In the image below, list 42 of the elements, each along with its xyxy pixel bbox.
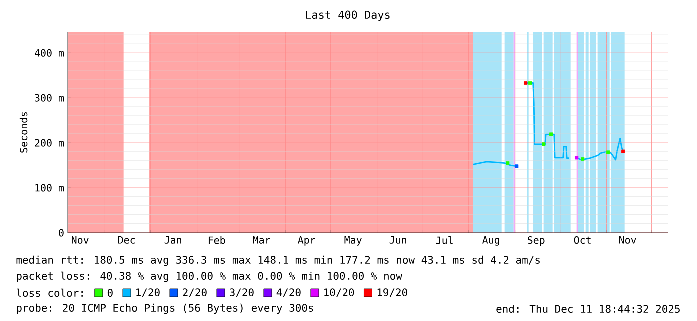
y-tick-label: 200 m — [35, 139, 64, 147]
text: probe: 20 ICMP Echo Pings (56 Bytes) every 300s — [17, 304, 314, 314]
point — [506, 162, 510, 166]
x-tick-label: Oct — [574, 236, 591, 244]
point — [528, 81, 532, 86]
x-tick-label: Jul — [436, 236, 453, 244]
point — [622, 150, 626, 154]
text: median rtt: 180.5 ms avg 336.3 ms max 148.1 ms min 177.2 ms now 43.1 ms sd 4.2 am/s — [16, 256, 540, 266]
y-tick-label: 400 m — [34, 49, 64, 57]
legend-label: 4/20 — [276, 288, 301, 298]
legend-label: 2/20 — [183, 288, 207, 298]
point — [524, 81, 528, 86]
point — [575, 156, 579, 160]
y-axis-title: Seconds — [20, 112, 28, 153]
x-tick-label: Nov — [620, 236, 636, 244]
x-tick-label: Mar — [253, 236, 270, 244]
x-tick-label: Nov — [72, 236, 89, 244]
y-tick-label: 100 m — [36, 184, 64, 192]
y-tick-label: 300 m — [35, 94, 64, 102]
x-tick-label: Sep — [528, 236, 545, 246]
legend-label: 0 — [108, 289, 113, 297]
x-tick-label: Dec — [118, 236, 136, 244]
point — [606, 150, 610, 154]
legend-label: 1/20 — [136, 288, 160, 298]
x-tick-label: Apr — [298, 236, 316, 246]
legend-label: 19/20 — [378, 288, 408, 298]
text: packet loss: 40.38 % avg 100.00 % max 0.00 % min 100.00 % now — [17, 272, 402, 282]
point — [515, 164, 519, 168]
point — [542, 142, 546, 146]
point — [550, 132, 554, 136]
y-tick-label: 0 — [59, 229, 64, 237]
x-tick-label: May — [344, 236, 362, 246]
text: loss color: — [17, 288, 83, 298]
legend-label: 10/20 — [324, 288, 354, 298]
x-tick-label: Feb — [208, 236, 226, 244]
text: end: Thu Dec 11 18:44:32 2025 — [496, 304, 680, 314]
point — [581, 157, 585, 162]
legend-label: 3/20 — [230, 288, 254, 298]
chart-title: Last 400 Days — [306, 10, 390, 22]
x-tick-label: Aug — [482, 236, 500, 246]
x-tick-label: Jun — [390, 236, 406, 244]
x-tick-label: Jan — [164, 236, 182, 244]
